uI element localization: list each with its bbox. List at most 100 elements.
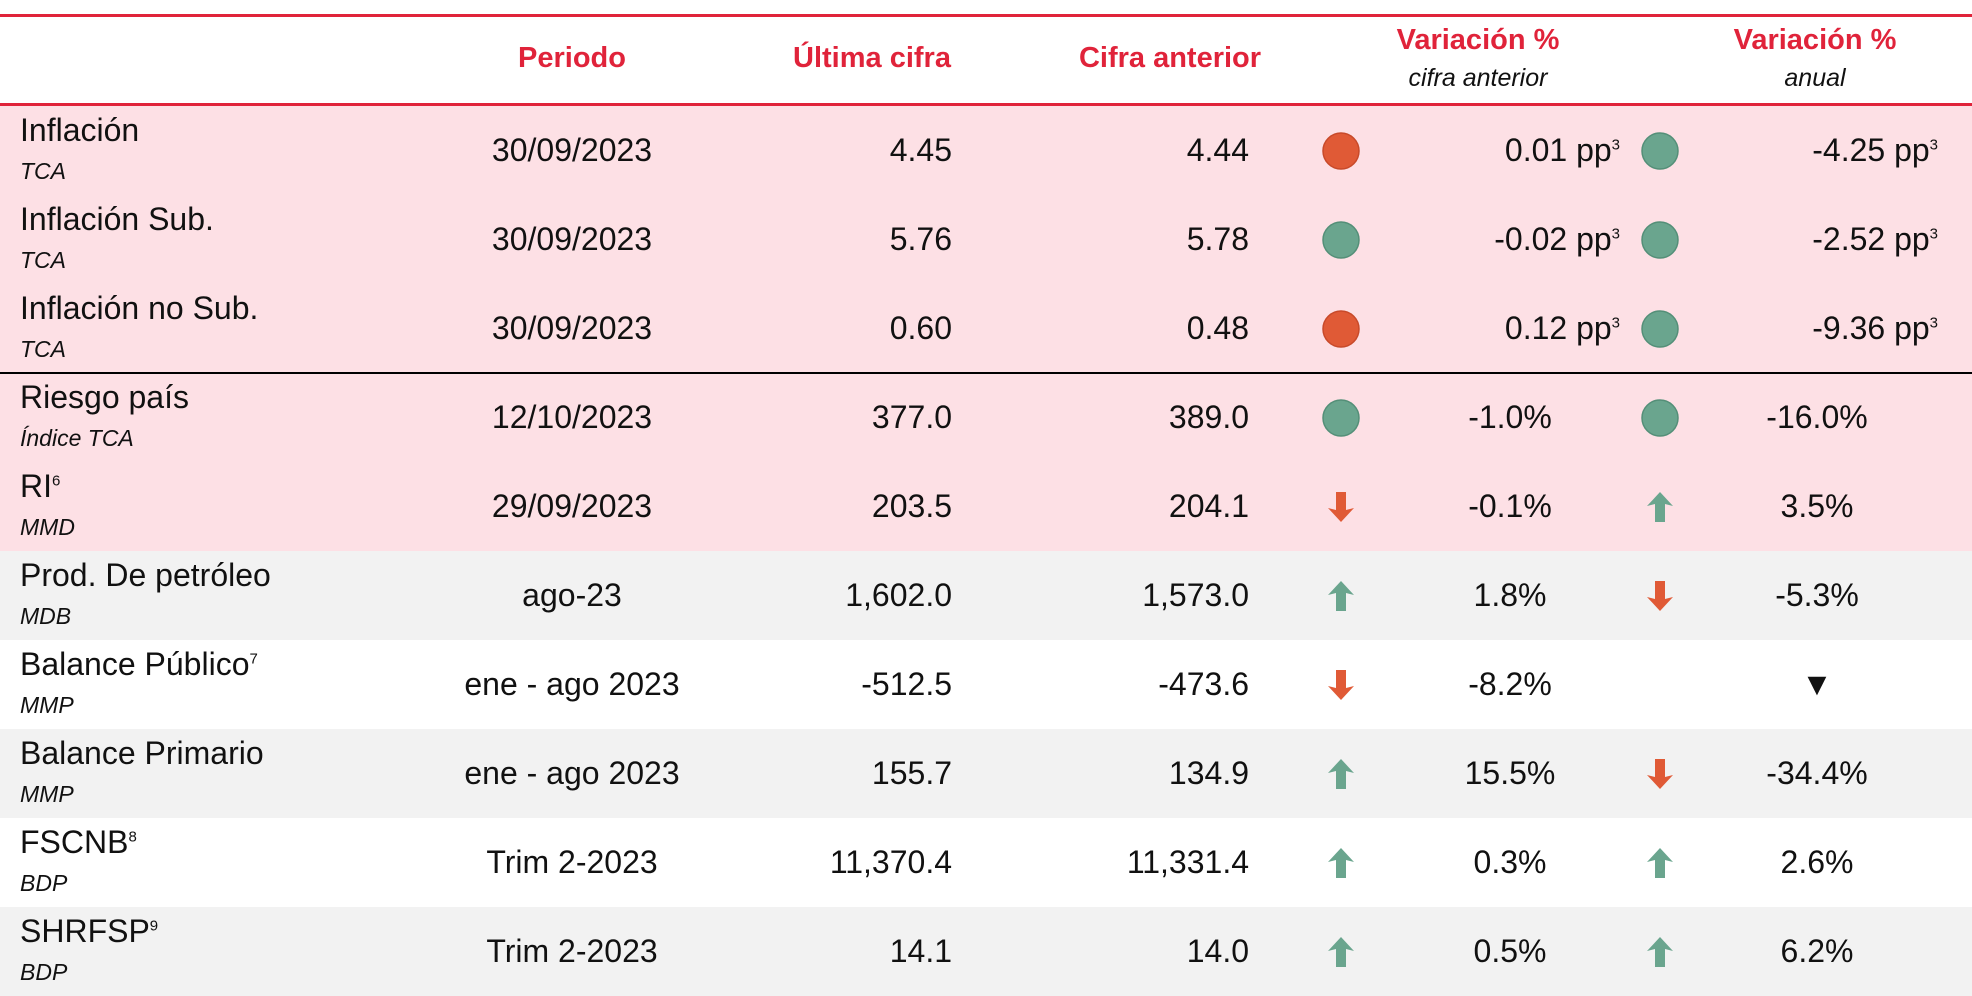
last: 203.5 xyxy=(871,487,952,524)
change_prev: 15.5% xyxy=(1385,755,1635,792)
change_year: -2.52 pp3 xyxy=(1688,221,1938,258)
value: -2.52 pp xyxy=(1812,220,1930,257)
header: Variación % xyxy=(1733,24,1897,56)
header-rule xyxy=(0,103,1972,106)
previous: 389.0 xyxy=(1168,398,1249,435)
arrow-up xyxy=(1647,936,1673,967)
change_year: 6.2% xyxy=(1692,933,1942,970)
status-dot xyxy=(1641,131,1679,170)
arrow-up xyxy=(1328,847,1354,878)
value: -0.02 pp xyxy=(1494,220,1612,257)
arrow-up xyxy=(1328,580,1354,611)
previous: 4.44 xyxy=(1186,131,1249,168)
change_year: -5.3% xyxy=(1692,577,1942,614)
header-sub: anual xyxy=(1784,64,1846,92)
value: 0.01 pp xyxy=(1504,131,1612,168)
row-unit: Índice TCA xyxy=(20,425,134,451)
arrow-up xyxy=(1647,491,1673,522)
change_prev: -1.0% xyxy=(1385,399,1635,436)
change_year: -34.4% xyxy=(1692,755,1942,792)
header-sub: cifra anterior xyxy=(1408,64,1548,92)
header: Variación % xyxy=(1396,24,1560,56)
period: 30/09/2023 xyxy=(491,131,653,168)
row-name: RI6 xyxy=(20,468,60,505)
row-unit: MMD xyxy=(20,514,75,540)
name-text: Inflación xyxy=(20,112,140,148)
last: -512.5 xyxy=(861,665,952,702)
last: 11,370.4 xyxy=(829,843,952,880)
value: 0.3% xyxy=(1473,843,1547,880)
arrow-up xyxy=(1328,936,1354,967)
value: ▼ xyxy=(1801,665,1833,702)
previous: 0.48 xyxy=(1186,309,1249,346)
row-unit: TCA xyxy=(20,158,66,184)
value: -5.3% xyxy=(1775,576,1859,613)
value: -34.4% xyxy=(1766,754,1868,791)
previous: 11,331.4 xyxy=(1126,843,1249,880)
value: -16.0% xyxy=(1766,398,1868,435)
name-text: Inflación no Sub. xyxy=(20,290,259,326)
period: Trim 2-2023 xyxy=(486,843,658,880)
row-unit: TCA xyxy=(20,247,66,273)
row-name: Balance Público7 xyxy=(20,646,258,683)
name-text: Balance Primario xyxy=(20,735,264,771)
row-bg xyxy=(0,640,1972,729)
period: ene - ago 2023 xyxy=(464,754,680,791)
footnote: 3 xyxy=(1611,224,1620,242)
row-bg xyxy=(0,818,1972,907)
change_prev: -0.1% xyxy=(1385,488,1635,525)
change_year: 2.6% xyxy=(1692,844,1942,881)
status-dot xyxy=(1322,309,1360,348)
period: 30/09/2023 xyxy=(491,309,653,346)
status-dot xyxy=(1322,398,1360,437)
name-text: Inflación Sub. xyxy=(20,201,214,237)
change_prev: 0.12 pp3 xyxy=(1370,310,1620,347)
top-rule xyxy=(0,14,1972,17)
last: 377.0 xyxy=(871,398,952,435)
value: 0.5% xyxy=(1473,932,1547,969)
value: 15.5% xyxy=(1464,754,1556,791)
value: -9.36 pp xyxy=(1812,309,1930,346)
group-rule xyxy=(0,372,1972,374)
status-dot xyxy=(1322,220,1360,259)
row-unit: TCA xyxy=(20,336,66,362)
footnote: 3 xyxy=(1611,135,1620,153)
period: ago-23 xyxy=(522,576,622,613)
header: Última cifra xyxy=(793,42,951,74)
name-text: Prod. De petróleo xyxy=(20,557,271,593)
value: -4.25 pp xyxy=(1812,131,1930,168)
row-unit: MMP xyxy=(20,781,74,807)
period: Trim 2-2023 xyxy=(486,932,658,969)
footnote: 9 xyxy=(149,917,159,935)
value: 6.2% xyxy=(1780,932,1854,969)
last: 155.7 xyxy=(871,754,952,791)
name-text: SHRFSP xyxy=(20,913,150,949)
period: ene - ago 2023 xyxy=(464,665,680,702)
change_prev: 1.8% xyxy=(1385,577,1635,614)
name-text: FSCNB xyxy=(20,824,129,860)
previous: 1,573.0 xyxy=(1142,576,1249,613)
row-bg xyxy=(0,551,1972,640)
last: 14.1 xyxy=(889,932,952,969)
arrow-down xyxy=(1647,580,1673,611)
change_prev: -0.02 pp3 xyxy=(1370,221,1620,258)
row-unit: MMP xyxy=(20,692,74,718)
value: -0.1% xyxy=(1468,487,1552,524)
previous: 134.9 xyxy=(1168,754,1249,791)
row-name: FSCNB8 xyxy=(20,824,137,861)
period: 29/09/2023 xyxy=(491,487,653,524)
change_year: -9.36 pp3 xyxy=(1688,310,1938,347)
name-text: Riesgo país xyxy=(20,379,189,415)
change_prev: 0.01 pp3 xyxy=(1370,132,1620,169)
period: 12/10/2023 xyxy=(491,398,653,435)
value: 3.5% xyxy=(1780,487,1854,524)
previous: 5.78 xyxy=(1186,220,1249,257)
row-unit: BDP xyxy=(20,959,68,985)
value: 1.8% xyxy=(1473,576,1547,613)
arrow-down xyxy=(1647,758,1673,789)
previous: -473.6 xyxy=(1158,665,1249,702)
arrow-up xyxy=(1647,847,1673,878)
footnote: 7 xyxy=(249,650,258,668)
footnote: 6 xyxy=(52,472,61,490)
row-name: Prod. De petróleo xyxy=(20,557,271,594)
